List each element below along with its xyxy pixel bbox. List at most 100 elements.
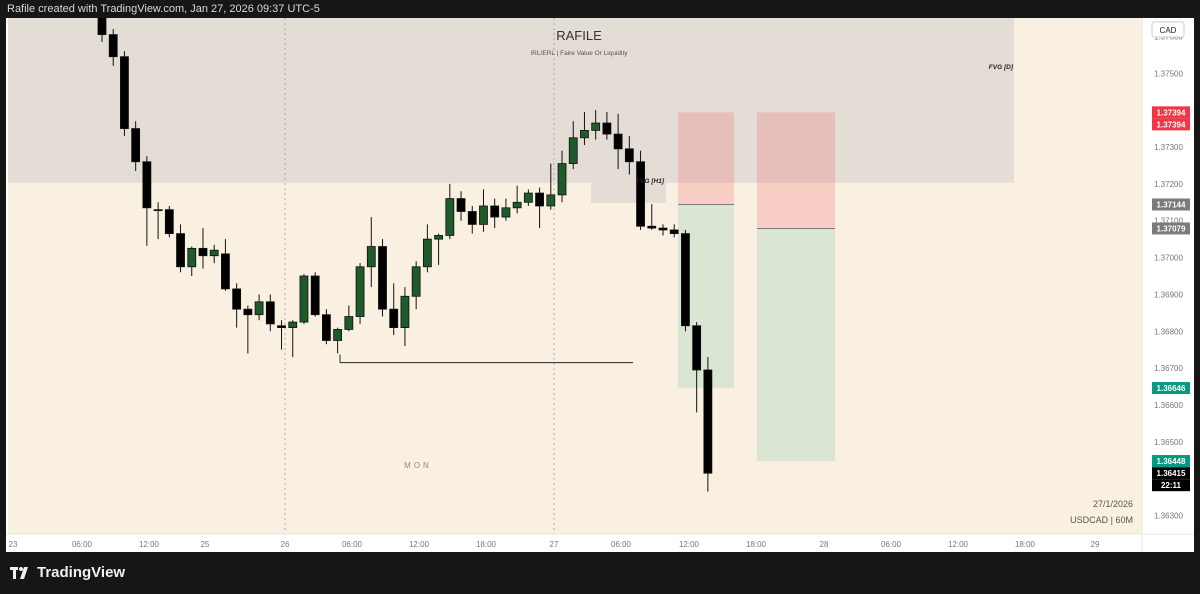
- candle-body: [636, 161, 645, 227]
- candle[interactable]: [456, 191, 466, 221]
- price-tag: 22:11: [1152, 479, 1190, 492]
- price-tag: 1.37394: [1152, 106, 1190, 119]
- candle[interactable]: [557, 150, 567, 203]
- candle[interactable]: [243, 305, 253, 354]
- price-tag-label: 1.37394: [1157, 108, 1186, 117]
- candle-body: [243, 308, 253, 316]
- candle[interactable]: [310, 272, 320, 317]
- candle[interactable]: [669, 224, 679, 238]
- candle[interactable]: [591, 110, 601, 140]
- candle[interactable]: [321, 309, 331, 345]
- candle[interactable]: [692, 322, 702, 413]
- session-label: MON: [404, 461, 432, 470]
- candle[interactable]: [198, 228, 208, 269]
- candle[interactable]: [568, 121, 578, 170]
- candlestick-chart[interactable]: RAFILE IRL/ERL | Faire Value Or Liquidit…: [6, 18, 1194, 552]
- candle[interactable]: [131, 121, 141, 171]
- position-1-stop-zone[interactable]: [678, 112, 734, 205]
- candle-body: [467, 211, 477, 225]
- candle[interactable]: [624, 135, 634, 175]
- candle[interactable]: [602, 111, 612, 140]
- candle[interactable]: [254, 294, 264, 321]
- candle[interactable]: [366, 217, 376, 288]
- candle[interactable]: [445, 183, 455, 240]
- candle[interactable]: [613, 113, 623, 170]
- candle-body: [501, 207, 511, 218]
- candle[interactable]: [479, 189, 488, 232]
- candle-body: [523, 192, 533, 203]
- candle[interactable]: [636, 150, 645, 230]
- candle[interactable]: [108, 29, 118, 66]
- candle[interactable]: [142, 156, 152, 246]
- candle[interactable]: [355, 263, 365, 324]
- currency-badge[interactable]: [1151, 21, 1185, 38]
- candle[interactable]: [501, 198, 511, 221]
- candle[interactable]: [378, 239, 387, 317]
- candle[interactable]: [512, 185, 522, 214]
- candle-body: [209, 249, 219, 257]
- candle[interactable]: [681, 229, 690, 332]
- candle[interactable]: [333, 327, 343, 354]
- y-tick-label: 1.37500: [1154, 69, 1183, 78]
- candle-body: [411, 266, 421, 297]
- candle[interactable]: [647, 204, 657, 230]
- candle[interactable]: [546, 163, 556, 210]
- candle[interactable]: [176, 224, 185, 273]
- candle[interactable]: [97, 18, 107, 42]
- position-2-target-zone[interactable]: [757, 228, 835, 462]
- candle-body: [647, 225, 657, 229]
- candle-body: [546, 194, 556, 207]
- candle-body: [164, 209, 174, 235]
- candle[interactable]: [120, 51, 129, 136]
- y-tick-label: 1.36800: [1154, 327, 1183, 336]
- candle[interactable]: [523, 189, 533, 206]
- candle[interactable]: [265, 294, 275, 332]
- candle[interactable]: [164, 205, 174, 238]
- candle[interactable]: [277, 320, 286, 350]
- candle[interactable]: [490, 198, 500, 229]
- chart-subtitle: IRL/ERL | Faire Value Or Liquidity: [530, 50, 628, 57]
- candle[interactable]: [288, 320, 298, 358]
- candle[interactable]: [580, 111, 589, 146]
- candle[interactable]: [422, 224, 432, 273]
- date-label: 27/1/2026: [1093, 499, 1133, 509]
- candle-body: [310, 275, 320, 316]
- chart-title: RAFILE: [556, 28, 602, 43]
- price-tag: 1.37079: [1152, 222, 1190, 235]
- candle[interactable]: [344, 305, 354, 332]
- y-tick-label: 1.37000: [1154, 254, 1183, 263]
- candle[interactable]: [467, 205, 477, 234]
- candle[interactable]: [400, 287, 410, 347]
- candle-body: [512, 201, 522, 209]
- candle[interactable]: [153, 202, 163, 240]
- y-tick-label: 1.37100: [1154, 217, 1183, 226]
- candle[interactable]: [434, 233, 444, 265]
- candle[interactable]: [209, 244, 219, 264]
- candle-body: [277, 325, 286, 328]
- candle[interactable]: [299, 274, 309, 324]
- candle[interactable]: [187, 246, 197, 276]
- fvg-h1-zone: [591, 159, 666, 204]
- x-tick-label: 06:00: [72, 540, 93, 549]
- candle-body: [288, 321, 298, 329]
- x-tick-label: 06:00: [881, 540, 902, 549]
- x-tick-label: 18:00: [1015, 540, 1036, 549]
- symbol-label: USDCAD | 60M: [1070, 515, 1133, 525]
- candle[interactable]: [232, 283, 242, 328]
- x-tick-label: 26: [281, 540, 290, 549]
- position-2-stop-zone[interactable]: [757, 112, 835, 229]
- candle-body: [658, 227, 668, 231]
- candle-body: [265, 301, 275, 325]
- x-tick-label: 12:00: [679, 540, 700, 549]
- candle[interactable]: [221, 239, 230, 291]
- candle-body: [580, 130, 589, 139]
- candle[interactable]: [389, 283, 399, 335]
- tradingview-brand[interactable]: TradingView: [10, 564, 125, 581]
- candle[interactable]: [658, 224, 668, 236]
- candle[interactable]: [703, 357, 713, 492]
- candle[interactable]: [411, 261, 421, 310]
- price-tag-label: 1.37079: [1157, 224, 1186, 233]
- price-tag-box: [1152, 455, 1190, 468]
- candle[interactable]: [535, 187, 544, 229]
- price-tag-label: 22:11: [1161, 481, 1182, 490]
